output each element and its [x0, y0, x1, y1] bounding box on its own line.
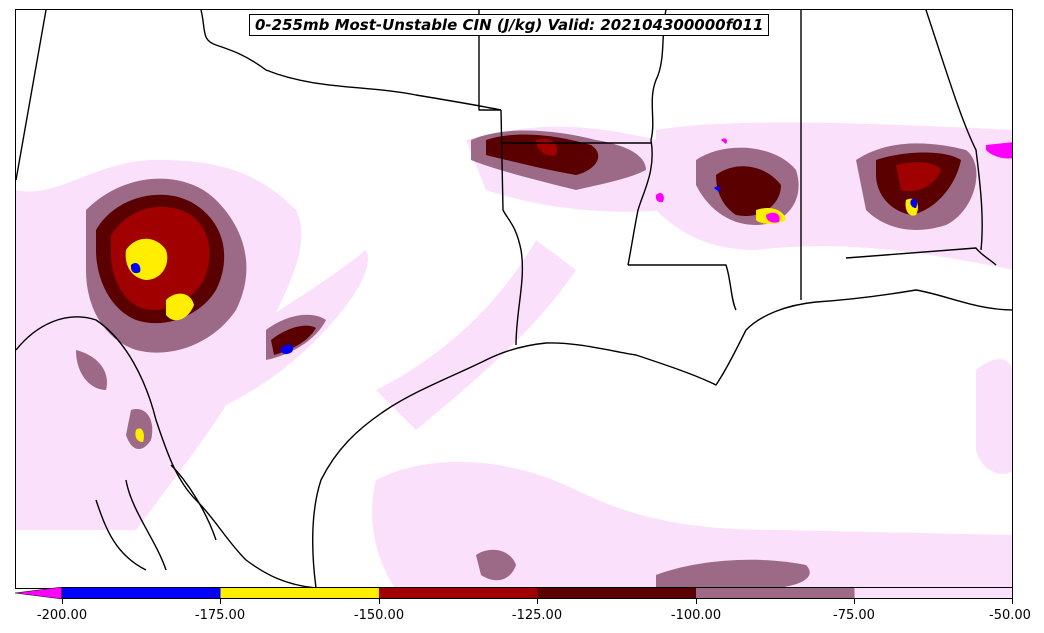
colorbar-tick-mark [220, 599, 221, 604]
colorbar [15, 587, 1013, 599]
colorbar-segment-yellow [220, 587, 379, 599]
colorbar-segment-mauve [696, 587, 855, 599]
colorbar-tick-label: -150.00 [353, 608, 405, 623]
colorbar-segment-red [379, 587, 538, 599]
colorbar-tick-label: -125.00 [511, 608, 563, 623]
map-title: 0-255mb Most-Unstable CIN (J/kg) Valid: … [249, 14, 770, 36]
colorbar-tick-label: -175.00 [194, 608, 246, 623]
boundary-tx-mexico [16, 316, 317, 588]
colorbar-tick-mark [537, 599, 538, 604]
colorbar-tick-mark [1012, 599, 1013, 604]
boundary-mississippi-river [627, 10, 667, 266]
colorbar-segment-blue [62, 587, 221, 599]
boundary-nm-west [16, 10, 47, 181]
cin-map [16, 10, 1012, 588]
boundary-tx-la [500, 109, 524, 346]
boundary-mexico-states [95, 464, 217, 571]
colorbar-tick-mark [696, 599, 697, 604]
colorbar-tick-mark [854, 599, 855, 604]
colorbar-segment-darkred [537, 587, 696, 599]
colorbar-outline [61, 587, 1013, 599]
colorbar-tick-label: -100.00 [670, 608, 722, 623]
coastline-texas [312, 342, 547, 588]
colorbar-tick-label: -200.00 [36, 608, 88, 623]
colorbar-extend-min [15, 587, 63, 599]
colorbar-tick-label: -75.00 [833, 608, 875, 623]
colorbar-tick-label: -50.00 [989, 608, 1031, 623]
cin-field-blue [130, 186, 918, 355]
colorbar-segment-pink [854, 587, 1013, 599]
coastline-louisiana [545, 289, 1012, 386]
boundary-al-ga [925, 10, 983, 251]
colorbar-tick-mark [62, 599, 63, 604]
boundary-al-fl [845, 247, 997, 266]
boundary-lines [16, 10, 1012, 588]
map-panel [15, 9, 1013, 589]
colorbar-tick-mark [379, 599, 380, 604]
boundary-ok-tx-red-river [200, 10, 502, 111]
cin-field-magenta [655, 138, 1012, 223]
boundary-la-ms [628, 264, 737, 311]
boundary-ok-ar [478, 10, 501, 111]
